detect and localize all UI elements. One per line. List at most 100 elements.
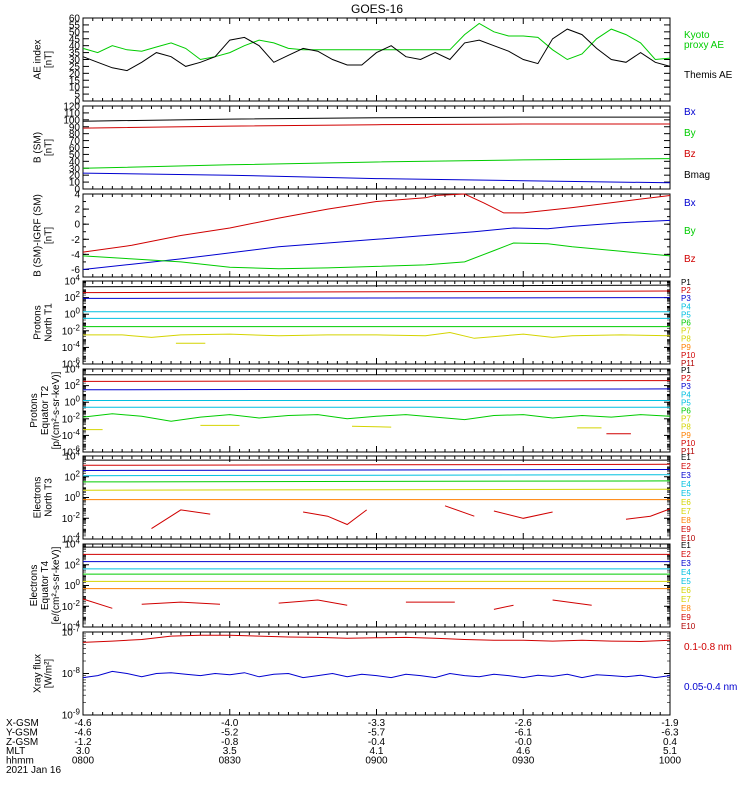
- panel-p_equator: 10-6 10-4 10-2 100 102 104 Protons Equator T2 [p…: [29, 362, 696, 459]
- y-tick-label: 25: [69, 62, 81, 73]
- legend-entry: P1: [681, 278, 691, 287]
- y-tick-label: -4: [71, 250, 80, 261]
- legend-entry: Bz: [684, 149, 696, 160]
- ephemeris-value: 4.6: [516, 746, 530, 757]
- y-tick-label: 10-4: [62, 340, 81, 354]
- ephemeris-value: -0.0: [515, 737, 533, 748]
- series-line-0: [82, 634, 671, 643]
- legend-entry: E7: [681, 595, 691, 604]
- legend-entry: E6: [681, 498, 691, 507]
- legend-entry: P3: [681, 294, 691, 303]
- series-line-0: [82, 116, 670, 122]
- y-tick-label: 5: [74, 90, 80, 101]
- legend-entry: P10: [681, 351, 696, 360]
- legend-entry: P11: [681, 447, 695, 456]
- y-axis-label: [nT]: [44, 51, 55, 68]
- legend-entry: E3: [681, 471, 691, 480]
- y-tick-label: 104: [64, 449, 80, 463]
- ephemeris-value: -5.2: [221, 727, 239, 738]
- legend-entry: E10: [681, 534, 696, 543]
- series-line-10: [493, 510, 553, 519]
- legend-entry: E8: [681, 516, 691, 525]
- ephemeris-value: 3.5: [223, 746, 237, 757]
- legend-entry: E10: [681, 622, 696, 631]
- y-tick-label: 0: [74, 97, 80, 108]
- legend-entry: P5: [681, 310, 691, 319]
- legend-entry: proxy AE: [684, 40, 724, 51]
- y-tick-label: 0: [74, 220, 80, 231]
- y-axis-label: [W/m²]: [44, 659, 55, 689]
- series-line-7: [151, 509, 211, 530]
- ephemeris-value: -6.1: [515, 727, 533, 738]
- y-tick-label: 100: [63, 115, 80, 126]
- legend-entry: E9: [681, 613, 691, 622]
- plot-date: 2021 Jan 16: [6, 765, 61, 776]
- legend-entry: P1: [681, 366, 691, 375]
- panel-frame: [82, 455, 671, 540]
- series-line-2: [82, 469, 671, 471]
- y-tick-label: 50: [69, 150, 81, 161]
- legend-entry: E8: [681, 604, 691, 613]
- y-tick-label: 60: [69, 14, 81, 25]
- y-tick-label: 10-4: [62, 428, 81, 442]
- y-tick-label: 10-8: [62, 666, 81, 680]
- legend-entry: E3: [681, 559, 691, 568]
- y-tick-label: 102: [64, 469, 80, 483]
- legend-entry: P5: [681, 398, 691, 407]
- y-axis-label: B (SM): [33, 132, 44, 163]
- legend-entry: P8: [681, 423, 691, 432]
- y-tick-label: 40: [69, 157, 81, 168]
- legend-entry: P9: [681, 343, 691, 352]
- series-line-9: [278, 599, 348, 606]
- legend-entry: Kyoto: [684, 30, 710, 41]
- legend-entry: E5: [681, 577, 691, 586]
- panel-frame: [82, 105, 671, 190]
- panel-e_equator: 10-4 10-2 100 102 104 Electrons Equator T4 [e/(…: [29, 537, 696, 634]
- y-tick-label: 10: [69, 83, 81, 94]
- y-tick-label: 55: [69, 20, 81, 31]
- y-tick-label: 100: [64, 578, 80, 592]
- legend-entry: Bx: [684, 198, 696, 209]
- y-axis-label: Electrons: [33, 477, 44, 519]
- y-tick-label: 2: [74, 205, 80, 216]
- series-line-8: [303, 509, 367, 526]
- series-line-12: [552, 599, 592, 606]
- series-line-kyoto: [82, 22, 671, 61]
- legend-entry: 0.05-0.4 nm: [684, 682, 737, 693]
- legend-entry: E2: [681, 550, 691, 559]
- ephemeris-value: -4.6: [74, 718, 92, 729]
- y-tick-label: 10-2: [62, 323, 81, 337]
- series-line-themis-ae: [82, 28, 671, 72]
- y-tick-label: 0: [74, 185, 80, 196]
- ephemeris-value: -1.9: [661, 718, 679, 729]
- series-line-5: [82, 413, 671, 422]
- y-tick-label: 40: [69, 41, 81, 52]
- panel-frame: [82, 17, 671, 102]
- y-tick-label: -6: [71, 265, 80, 276]
- y-axis-label: AE index: [33, 39, 44, 79]
- series-line-11: [625, 508, 671, 520]
- panel-frame: [82, 631, 671, 716]
- y-tick-label: 10-6: [62, 357, 81, 371]
- series-line-1: [82, 123, 670, 129]
- series-line-3: [82, 474, 671, 477]
- y-tick-label: 10-7: [62, 625, 81, 639]
- y-tick-label: 102: [64, 557, 80, 571]
- y-axis-label: B (SM)-IGRF (SM): [33, 194, 44, 277]
- y-axis-label: Equator T4: [40, 560, 51, 610]
- ephemeris-value: 0800: [72, 756, 95, 767]
- y-tick-label: 10-6: [62, 445, 81, 459]
- y-axis-label: North T1: [44, 303, 55, 342]
- y-tick-label: 90: [69, 122, 81, 133]
- y-tick-label: 10-2: [62, 599, 81, 613]
- y-tick-label: 50: [69, 27, 81, 38]
- ephemeris-value: -0.8: [221, 737, 239, 748]
- y-axis-label: Protons: [29, 393, 40, 427]
- legend-entry: E7: [681, 507, 691, 516]
- ephemeris-value: -6.3: [661, 727, 679, 738]
- legend-entry: E1: [681, 453, 691, 462]
- y-tick-label: 80: [69, 129, 81, 140]
